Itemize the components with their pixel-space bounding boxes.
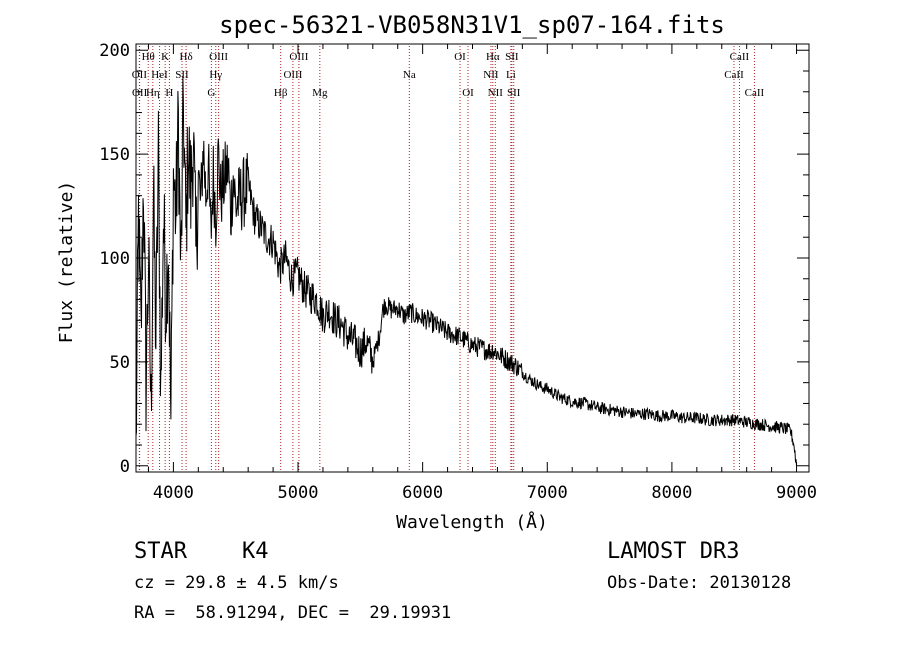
line-label: Na [403, 69, 416, 81]
x-tick-label: 4000 [153, 483, 194, 503]
line-label: Li [506, 69, 516, 81]
x-tick-label: 7000 [527, 483, 568, 503]
line-label: Hδ [180, 51, 193, 63]
line-label: Hη [146, 87, 160, 99]
line-label: SII [505, 51, 519, 63]
survey-name: LAMOST DR3 [607, 539, 740, 564]
line-label: OIII [283, 69, 302, 81]
line-label: CaII [730, 51, 750, 63]
line-label: Hγ [209, 69, 222, 81]
chart-title: spec-56321-VB058N31V1_sp07-164.fits [219, 11, 725, 39]
sky-coordinates: RA = 58.91294, DEC = 29.19931 [134, 603, 452, 623]
line-label: OI [462, 87, 474, 99]
emission-line-markers [138, 46, 755, 472]
line-label: H [165, 87, 173, 99]
y-tick-label: 150 [99, 145, 130, 165]
line-label: Hθ [142, 51, 155, 63]
line-label: NII [483, 69, 499, 81]
redshift-value: cz = 29.8 ± 4.5 km/s [134, 573, 339, 593]
y-tick-label: 200 [99, 41, 130, 61]
y-tick-label: 0 [120, 457, 130, 477]
line-label: G [207, 87, 215, 99]
plot-frame [135, 43, 810, 473]
line-label: SII [175, 69, 189, 81]
y-axis: 0 50 100 150 200 [99, 41, 809, 477]
x-axis: 4000 5000 6000 7000 8000 9000 [147, 44, 817, 503]
object-class: STAR [134, 539, 187, 564]
y-axis-label: Flux (relative) [56, 181, 77, 344]
y-tick-label: 50 [110, 353, 130, 373]
object-subclass: K4 [242, 539, 269, 564]
line-label: HeI [151, 69, 168, 81]
line-label: Hα [486, 51, 500, 63]
line-label: Mg [312, 87, 328, 99]
x-axis-label: Wavelength (Å) [396, 511, 548, 533]
flux-series [135, 75, 797, 466]
line-label: CaII [724, 69, 744, 81]
line-label: NII [488, 87, 504, 99]
x-tick-label: 8000 [651, 483, 692, 503]
line-label: OIII [289, 51, 308, 63]
line-label: SII [507, 87, 521, 99]
observation-date: Obs-Date: 20130128 [607, 573, 792, 593]
x-tick-label: 6000 [402, 483, 443, 503]
line-label: OI [454, 51, 466, 63]
line-label: CaII [745, 87, 765, 99]
flux-line [135, 75, 797, 466]
line-label: K [161, 51, 169, 63]
y-tick-label: 100 [99, 249, 130, 269]
x-tick-label: 9000 [776, 483, 817, 503]
x-tick-label: 5000 [278, 483, 319, 503]
line-label: OIII [209, 51, 228, 63]
line-label: Hβ [274, 87, 288, 99]
